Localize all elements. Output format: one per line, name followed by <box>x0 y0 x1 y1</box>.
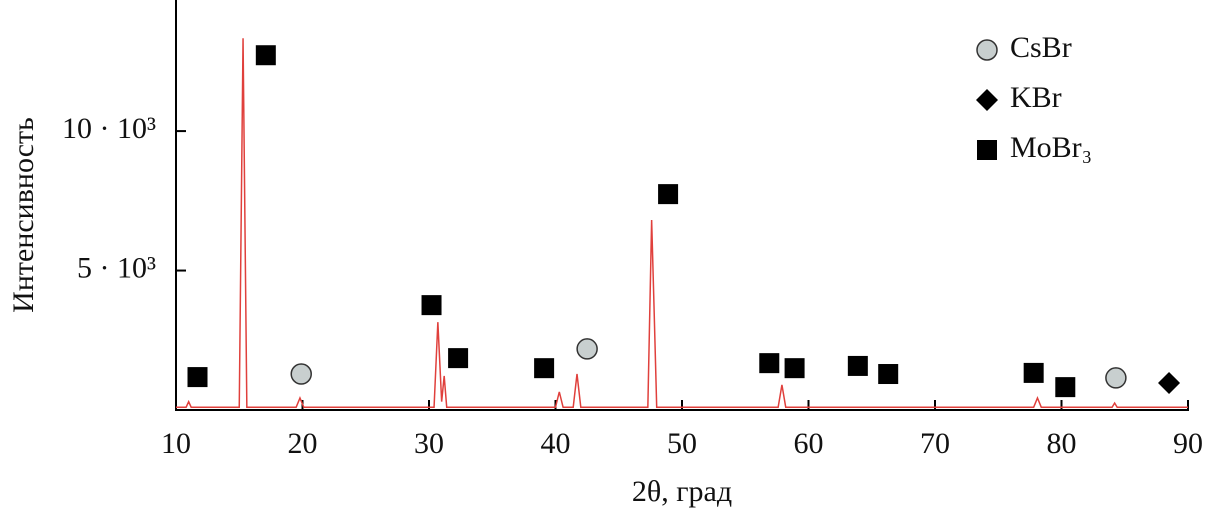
phase-marker <box>1158 371 1181 394</box>
phase-marker <box>534 358 555 379</box>
x-axis-title: 2θ, град <box>632 475 732 508</box>
phase-marker <box>1055 377 1076 398</box>
xrd-line <box>176 38 1188 408</box>
phase-marker <box>448 348 469 369</box>
phase-marker <box>1105 367 1127 389</box>
phase-marker <box>576 338 598 360</box>
legend-symbol <box>976 89 998 111</box>
y-tick-label: 10 · 10³ <box>62 112 156 145</box>
phase-marker <box>878 364 899 385</box>
phase-marker <box>255 45 276 66</box>
x-tick-label: 50 <box>667 427 697 460</box>
phase-marker <box>290 363 312 385</box>
y-axis-title: Интенсивность <box>7 117 40 313</box>
x-tick-label: 40 <box>541 427 571 460</box>
legend-label: KBr <box>1010 81 1062 114</box>
x-tick-label: 90 <box>1173 427 1203 460</box>
phase-marker <box>1023 362 1044 383</box>
legend-symbol <box>977 140 997 160</box>
x-tick-label: 20 <box>288 427 318 460</box>
x-tick-label: 10 <box>161 427 191 460</box>
x-tick-label: 60 <box>794 427 824 460</box>
phase-marker <box>847 355 868 376</box>
x-tick-label: 70 <box>920 427 950 460</box>
legend-label: CsBr <box>1010 31 1072 64</box>
y-tick-label: 5 · 10³ <box>77 251 156 284</box>
phase-marker <box>784 358 805 379</box>
phase-marker <box>421 295 442 316</box>
legend-symbol <box>976 39 998 61</box>
phase-marker <box>187 367 208 388</box>
phase-marker <box>759 353 780 374</box>
x-tick-label: 80 <box>1047 427 1077 460</box>
phase-marker <box>658 184 679 205</box>
legend-label: MoBr₃ <box>1010 131 1092 164</box>
x-tick-label: 30 <box>414 427 444 460</box>
